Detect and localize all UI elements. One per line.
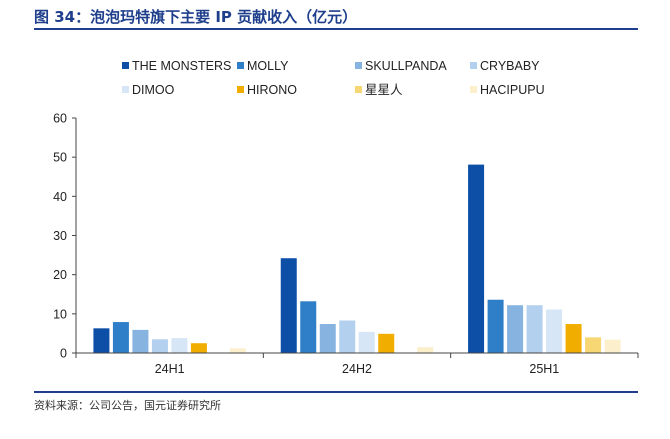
bar-hacipupu-24h2 — [417, 347, 434, 353]
legend-swatch — [355, 86, 362, 93]
bar-the-monsters-25h1 — [468, 164, 485, 353]
source-note: 资料来源：公司公告，国元证券研究所 — [34, 399, 221, 412]
legend-label: MOLLY — [247, 59, 289, 73]
bar-hacipupu-25h1 — [604, 339, 621, 353]
title-underline — [34, 28, 638, 30]
y-tick-label: 60 — [53, 112, 67, 126]
x-axis: 24H1 24H2 25H1 — [75, 352, 639, 376]
legend-swatch — [122, 62, 129, 69]
bar-star-25h1 — [585, 337, 602, 353]
bar-crybaby-24h1 — [151, 339, 168, 353]
footer-rule — [34, 391, 638, 393]
legend-label: THE MONSTERS — [132, 59, 231, 73]
legend-swatch — [237, 86, 244, 93]
bar-hirono-24h1 — [190, 343, 207, 353]
legend-swatch — [237, 62, 244, 69]
bar-hirono-25h1 — [565, 324, 582, 353]
bar-crybaby-24h2 — [339, 320, 356, 353]
legend-swatch — [122, 86, 129, 93]
bar-dimoo-24h1 — [171, 338, 188, 353]
bar-dimoo-25h1 — [546, 309, 563, 353]
legend-label: HACIPUPU — [480, 83, 545, 97]
bar-the-monsters-24h1 — [93, 328, 110, 353]
legend-label: DIMOO — [132, 83, 175, 97]
y-tick-label: 0 — [60, 347, 67, 361]
chart-legend: THE MONSTERS MOLLY SKULLPANDA CRYBABY DIMOO H… — [122, 59, 545, 97]
y-tick-label: 20 — [53, 268, 67, 282]
bar-skullpanda-24h2 — [319, 324, 336, 353]
legend-label: CRYBABY — [480, 59, 540, 73]
bar-crybaby-25h1 — [526, 305, 543, 353]
x-tick-label: 24H2 — [342, 362, 372, 376]
bar-the-monsters-24h2 — [280, 258, 297, 353]
y-tick-label: 30 — [53, 229, 67, 243]
legend-swatch — [470, 62, 477, 69]
legend-label: HIRONO — [247, 83, 297, 97]
figure-title: 图 34：泡泡玛特旗下主要 IP 贡献收入（亿元） — [34, 8, 358, 26]
bar-dimoo-24h2 — [358, 331, 375, 353]
bar-molly-25h1 — [487, 299, 504, 353]
bar-molly-24h2 — [300, 301, 317, 353]
bar-series — [93, 164, 621, 353]
x-tick-label: 25H1 — [529, 362, 559, 376]
bar-hacipupu-24h1 — [229, 348, 246, 353]
x-tick-label: 24H1 — [155, 362, 185, 376]
legend-swatch — [355, 62, 362, 69]
bar-hirono-24h2 — [378, 333, 395, 353]
bar-skullpanda-25h1 — [507, 305, 524, 353]
legend-label: SKULLPANDA — [365, 59, 447, 73]
bar-skullpanda-24h1 — [132, 329, 149, 353]
legend-label: 星星人 — [365, 83, 403, 97]
legend-swatch — [470, 86, 477, 93]
y-tick-label: 50 — [53, 151, 67, 165]
y-tick-label: 10 — [53, 307, 67, 321]
bar-molly-24h1 — [112, 322, 129, 353]
y-tick-label: 40 — [53, 190, 67, 204]
y-axis: 0 10 20 30 40 50 60 — [53, 112, 77, 361]
